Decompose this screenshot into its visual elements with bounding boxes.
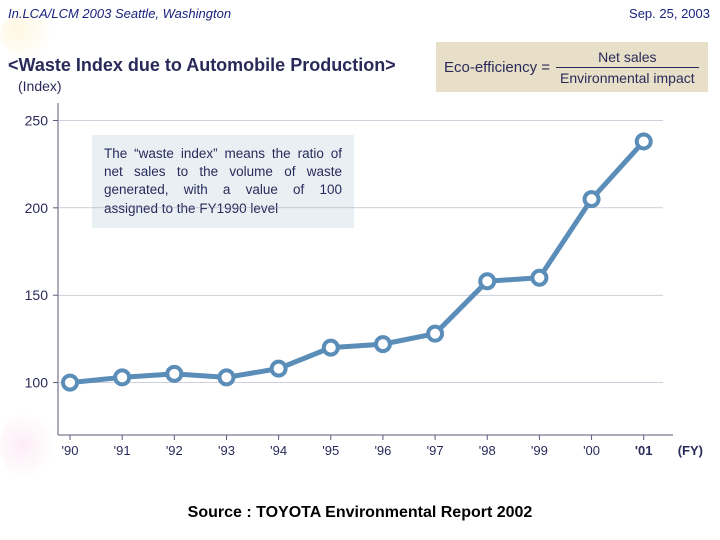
formula-numerator: Net sales	[594, 49, 660, 67]
svg-text:'97: '97	[427, 443, 444, 458]
svg-text:'92: '92	[166, 443, 183, 458]
svg-text:150: 150	[25, 287, 49, 303]
svg-text:'95: '95	[322, 443, 339, 458]
svg-text:250: 250	[25, 112, 49, 128]
svg-text:'99: '99	[531, 443, 548, 458]
svg-text:'93: '93	[218, 443, 235, 458]
waste-index-chart: 100 150 200 250 '90 '91 '92 '93 '94 '95 '96 '97 '98 '…	[8, 95, 708, 475]
index-axis-label: (Index)	[18, 78, 62, 94]
chart-title: <Waste Index due to Automobile Productio…	[8, 55, 396, 76]
formula-box: Eco-efficiency = Net sales Environmental…	[436, 42, 708, 92]
svg-text:'91: '91	[114, 443, 131, 458]
svg-text:'01: '01	[635, 443, 653, 458]
svg-text:'00: '00	[583, 443, 600, 458]
svg-text:100: 100	[25, 375, 49, 391]
svg-text:200: 200	[25, 200, 49, 216]
header-right: Sep. 25, 2003	[629, 6, 710, 21]
svg-text:'90: '90	[62, 443, 79, 458]
formula-fraction: Net sales Environmental impact	[556, 49, 699, 86]
formula-lhs: Eco-efficiency =	[444, 59, 550, 76]
svg-text:'98: '98	[479, 443, 496, 458]
header-left: In.LCA/LCM 2003 Seattle, Washington	[8, 6, 231, 21]
svg-text:'94: '94	[270, 443, 287, 458]
svg-text:'96: '96	[374, 443, 391, 458]
svg-text:(FY): (FY)	[678, 443, 703, 458]
source-text: Source : TOYOTA Environmental Report 200…	[0, 504, 720, 522]
formula-denominator: Environmental impact	[556, 67, 699, 86]
